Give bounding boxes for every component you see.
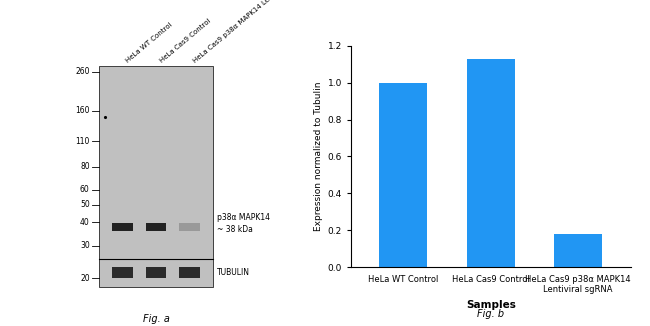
Text: 40: 40 <box>80 218 90 227</box>
Bar <box>146 223 166 230</box>
Text: 20: 20 <box>80 274 90 283</box>
Bar <box>112 223 133 230</box>
Text: HeLa Cas9 p38α MAPK14 Lentiviral sgRNA: HeLa Cas9 p38α MAPK14 Lentiviral sgRNA <box>192 0 309 64</box>
Text: 30: 30 <box>80 241 90 250</box>
Bar <box>99 66 213 287</box>
Text: TUBULIN: TUBULIN <box>217 268 250 277</box>
Bar <box>112 267 133 278</box>
Text: p38α MAPK14: p38α MAPK14 <box>217 213 270 222</box>
Text: 50: 50 <box>80 200 90 209</box>
Bar <box>179 223 200 230</box>
Bar <box>380 82 428 267</box>
Text: HeLa WT Control: HeLa WT Control <box>125 22 174 64</box>
Bar <box>554 234 602 267</box>
Y-axis label: Expression normalized to Tubulin: Expression normalized to Tubulin <box>315 82 324 231</box>
Text: 110: 110 <box>75 137 90 145</box>
Bar <box>146 267 166 278</box>
Text: 60: 60 <box>80 185 90 194</box>
Text: Fig. a: Fig. a <box>142 314 170 324</box>
Text: 80: 80 <box>80 162 90 171</box>
Text: Fig. b: Fig. b <box>477 309 504 319</box>
Text: 260: 260 <box>75 67 90 76</box>
Bar <box>179 267 200 278</box>
Text: HeLa Cas9 Control: HeLa Cas9 Control <box>159 18 212 64</box>
Text: 160: 160 <box>75 106 90 115</box>
Text: ~ 38 kDa: ~ 38 kDa <box>217 225 253 234</box>
X-axis label: Samples: Samples <box>466 300 515 310</box>
Bar <box>467 59 515 267</box>
